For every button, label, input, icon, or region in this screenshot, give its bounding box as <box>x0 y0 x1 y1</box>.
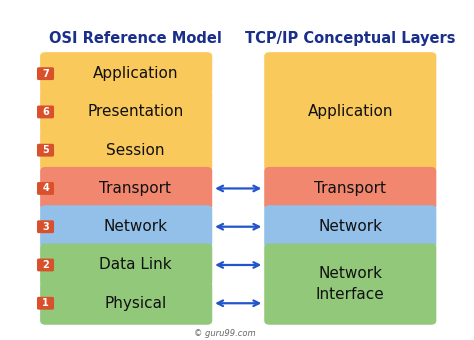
FancyBboxPatch shape <box>40 282 212 325</box>
Text: 6: 6 <box>42 107 49 117</box>
Text: Physical: Physical <box>104 296 166 311</box>
FancyBboxPatch shape <box>37 67 54 80</box>
FancyBboxPatch shape <box>264 167 437 210</box>
Text: OSI Reference Model: OSI Reference Model <box>49 31 221 46</box>
FancyBboxPatch shape <box>264 52 437 172</box>
Text: 1: 1 <box>42 298 49 308</box>
FancyBboxPatch shape <box>37 144 54 157</box>
FancyBboxPatch shape <box>37 182 54 195</box>
FancyBboxPatch shape <box>264 243 437 325</box>
FancyBboxPatch shape <box>37 258 54 271</box>
FancyBboxPatch shape <box>40 243 212 287</box>
Text: 4: 4 <box>42 184 49 193</box>
Text: Application: Application <box>92 66 178 81</box>
FancyBboxPatch shape <box>40 90 212 133</box>
Text: Network
Interface: Network Interface <box>316 266 384 302</box>
FancyBboxPatch shape <box>40 129 212 172</box>
Text: Application: Application <box>308 104 393 119</box>
Text: Network: Network <box>103 219 167 234</box>
Text: Transport: Transport <box>99 181 171 196</box>
Text: 2: 2 <box>42 260 49 270</box>
Text: 7: 7 <box>42 69 49 79</box>
Text: Data Link: Data Link <box>99 257 172 272</box>
Text: 3: 3 <box>42 222 49 232</box>
FancyBboxPatch shape <box>40 52 212 95</box>
Text: TCP/IP Conceptual Layers: TCP/IP Conceptual Layers <box>245 31 456 46</box>
FancyBboxPatch shape <box>40 205 212 248</box>
Text: © guru99.com: © guru99.com <box>194 329 255 338</box>
Text: 5: 5 <box>42 145 49 155</box>
FancyBboxPatch shape <box>37 220 54 233</box>
Text: Transport: Transport <box>314 181 386 196</box>
Text: Presentation: Presentation <box>87 104 183 119</box>
Text: Network: Network <box>318 219 382 234</box>
FancyBboxPatch shape <box>264 205 437 248</box>
FancyBboxPatch shape <box>37 105 54 118</box>
FancyBboxPatch shape <box>37 297 54 310</box>
FancyBboxPatch shape <box>40 167 212 210</box>
Text: Session: Session <box>106 143 164 158</box>
